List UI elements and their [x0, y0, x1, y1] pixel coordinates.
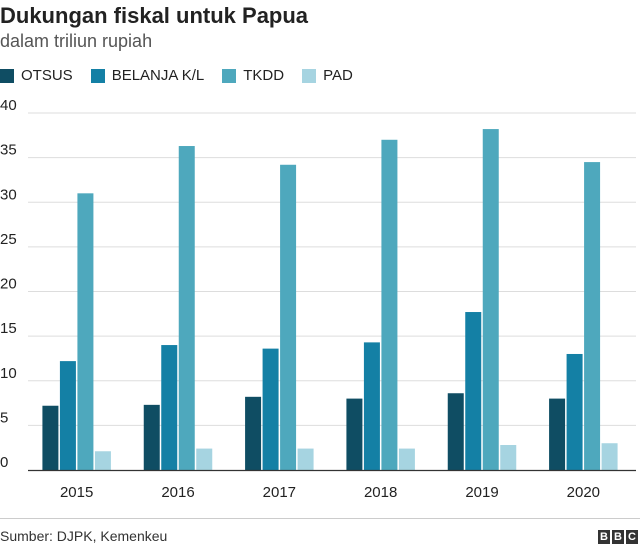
bar-otsus-2017	[245, 396, 262, 470]
bar-pad-2020	[601, 443, 618, 470]
legend-swatch-belanja	[90, 68, 105, 83]
bar-belanja-k-l-2016	[161, 345, 178, 470]
bar-belanja-k-l-2019	[465, 312, 482, 470]
bar-tkdd-2015	[77, 193, 94, 470]
footer-divider	[0, 518, 640, 519]
logo-letter-3: C	[626, 530, 638, 544]
y-tick-label: 20	[0, 276, 17, 293]
bar-tkdd-2016	[178, 146, 195, 470]
legend-item-belanja: BELANJA K/L	[90, 67, 205, 84]
x-tick-label: 2016	[161, 484, 194, 501]
bar-chart: 0 5 10 15 20 25 30 35 40 2015 2016 2017 2018 2019 2020	[0, 100, 636, 501]
bar-belanja-k-l-2017	[262, 348, 279, 470]
legend-swatch-tkdd	[222, 68, 237, 83]
y-tick-label: 5	[0, 409, 8, 426]
bar-otsus-2016	[143, 404, 160, 470]
x-tick-label: 2019	[465, 484, 498, 501]
bar-belanja-k-l-2015	[59, 361, 76, 470]
bar-belanja-k-l-2020	[566, 353, 583, 470]
y-tick-label: 40	[0, 100, 17, 114]
y-tick-label: 25	[0, 231, 17, 248]
bar-belanja-k-l-2018	[363, 342, 380, 470]
bar-tkdd-2017	[280, 164, 297, 470]
bar-tkdd-2019	[482, 129, 499, 470]
bar-tkdd-2020	[584, 162, 601, 470]
bar-otsus-2019	[447, 393, 464, 470]
legend-label-otsus: OTSUS	[21, 67, 73, 84]
y-tick-label: 35	[0, 142, 17, 159]
bar-pad-2019	[500, 445, 517, 470]
legend-swatch-pad	[302, 68, 317, 83]
legend-label-tkdd: TKDD	[243, 67, 285, 84]
y-tick-label: 30	[0, 186, 17, 203]
legend-item-tkdd: TKDD	[222, 67, 284, 84]
source-note: Sumber: DJPK, Kemenkeu	[0, 528, 168, 544]
legend-label-belanja: BELANJA K/L	[111, 67, 205, 84]
legend-item-otsus: OTSUS	[0, 67, 73, 84]
legend-swatch-otsus	[0, 68, 14, 83]
x-tick-label: 2015	[60, 484, 93, 501]
bar-tkdd-2018	[381, 139, 398, 470]
chart-title: Dukungan fiskal untuk Papua	[0, 3, 309, 28]
bar-pad-2015	[94, 451, 111, 470]
legend: OTSUS BELANJA K/L TKDD PAD	[0, 67, 371, 84]
bar-pad-2018	[398, 448, 415, 470]
logo-letter-1: B	[598, 530, 610, 544]
y-tick-label: 0	[0, 454, 8, 471]
x-tick-label: 2020	[567, 484, 600, 501]
chart-subtitle: dalam triliun rupiah	[0, 31, 153, 51]
legend-item-pad: PAD	[302, 67, 353, 84]
bar-pad-2016	[196, 448, 213, 470]
bar-otsus-2020	[549, 398, 566, 470]
bar-otsus-2018	[346, 398, 363, 470]
x-tick-label: 2018	[364, 484, 397, 501]
logo-letter-2: B	[612, 530, 624, 544]
x-tick-label: 2017	[263, 484, 296, 501]
bbc-logo: B B C	[596, 530, 638, 544]
y-tick-label: 15	[0, 320, 17, 337]
legend-label-pad: PAD	[323, 67, 353, 84]
bar-pad-2017	[297, 448, 314, 470]
bar-otsus-2015	[42, 405, 59, 470]
y-tick-label: 10	[0, 365, 17, 382]
